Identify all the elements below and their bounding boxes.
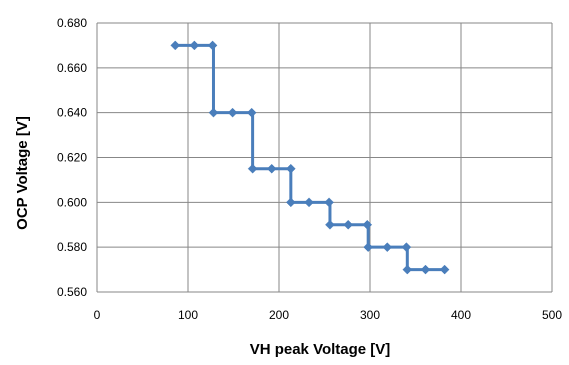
data-point-marker (304, 197, 314, 208)
data-point-marker (362, 219, 373, 230)
axis-layer (96, 23, 552, 293)
y-tick-label: 0.600 (57, 195, 87, 209)
y-tick-label: 0.680 (57, 16, 87, 30)
x-tick-label: 300 (360, 308, 380, 322)
y-tick-label: 0.620 (57, 151, 87, 165)
y-tick-label: 0.560 (57, 285, 87, 299)
y-tick-label: 0.660 (57, 61, 87, 75)
data-point-marker (170, 40, 181, 51)
data-point-marker (247, 163, 258, 174)
data-point-marker (266, 163, 277, 174)
grid-layer (97, 22, 553, 293)
x-axis-title: VH peak Voltage [V] (250, 341, 391, 358)
data-point-marker (246, 107, 257, 118)
data-point-marker (207, 40, 218, 51)
data-point-marker (343, 219, 354, 230)
x-tick-label: 500 (542, 308, 562, 322)
x-tick-label: 200 (269, 308, 289, 322)
tick-layer: 0.560 0.580 0.600 0.620 0.640 0.660 0.680 0 100 2… (57, 16, 562, 322)
data-point-marker (401, 242, 412, 253)
data-point-marker (382, 242, 393, 253)
data-point-marker (227, 107, 238, 118)
x-tick-label: 100 (178, 308, 198, 322)
data-point-marker (189, 40, 200, 51)
y-tick-label: 0.580 (57, 240, 87, 254)
data-point-marker (325, 219, 335, 230)
x-tick-label: 400 (451, 308, 471, 322)
data-point-marker (285, 197, 296, 208)
series-layer (170, 40, 450, 275)
data-point-marker (208, 107, 219, 118)
data-point-marker (324, 197, 334, 208)
data-point-marker (363, 242, 374, 253)
data-point-marker (285, 163, 296, 174)
data-point-marker (439, 264, 450, 275)
data-point-marker (420, 264, 431, 275)
data-point-marker (402, 264, 413, 275)
y-tick-label: 0.640 (57, 106, 87, 120)
x-tick-label: 0 (94, 308, 101, 322)
y-axis-title: OCP Voltage [V] (14, 116, 31, 230)
